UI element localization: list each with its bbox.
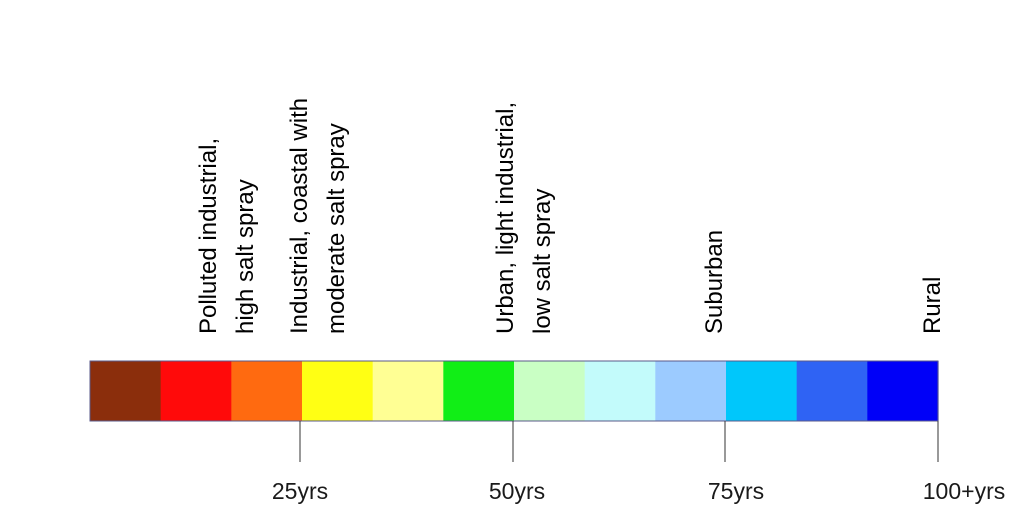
color-bar-outline [89, 360, 939, 422]
color-band-5 [372, 361, 444, 421]
environment-label-urban-line2: low salt spray [529, 189, 556, 334]
tick-marks [299, 421, 939, 462]
environment-label-urban-line1: Urban, light industrial, [492, 102, 519, 334]
color-band-9 [655, 361, 727, 421]
color-band-10 [726, 361, 798, 421]
environment-label-suburban: Suburban [701, 230, 728, 334]
tick-label-75yrs: 75yrs [708, 478, 764, 504]
color-band-11 [796, 361, 868, 421]
color-band-4 [302, 361, 374, 421]
color-band-1 [90, 361, 162, 421]
environment-label-rural: Rural [919, 277, 946, 334]
color-band-12 [867, 361, 939, 421]
color-band-3 [231, 361, 303, 421]
color-bar [90, 361, 939, 421]
environment-labels: Polluted industrial, high salt spray Ind… [195, 98, 946, 334]
environment-label-industrial-coastal-line1: Industrial, coastal with [286, 98, 313, 334]
color-band-2 [160, 361, 232, 421]
color-band-8 [584, 361, 656, 421]
tick-label-50yrs: 50yrs [489, 478, 545, 504]
tick-label-100yrs: 100+yrs [923, 478, 1005, 504]
color-band-7 [514, 361, 586, 421]
environment-label-polluted-industrial-line2: high salt spray [232, 179, 259, 334]
tick-labels: 25yrs 50yrs 75yrs 100+yrs [272, 478, 1005, 504]
color-band-6 [443, 361, 515, 421]
environment-label-industrial-coastal-line2: moderate salt spray [323, 123, 350, 334]
environment-label-polluted-industrial-line1: Polluted industrial, [195, 138, 222, 334]
tick-label-25yrs: 25yrs [272, 478, 328, 504]
